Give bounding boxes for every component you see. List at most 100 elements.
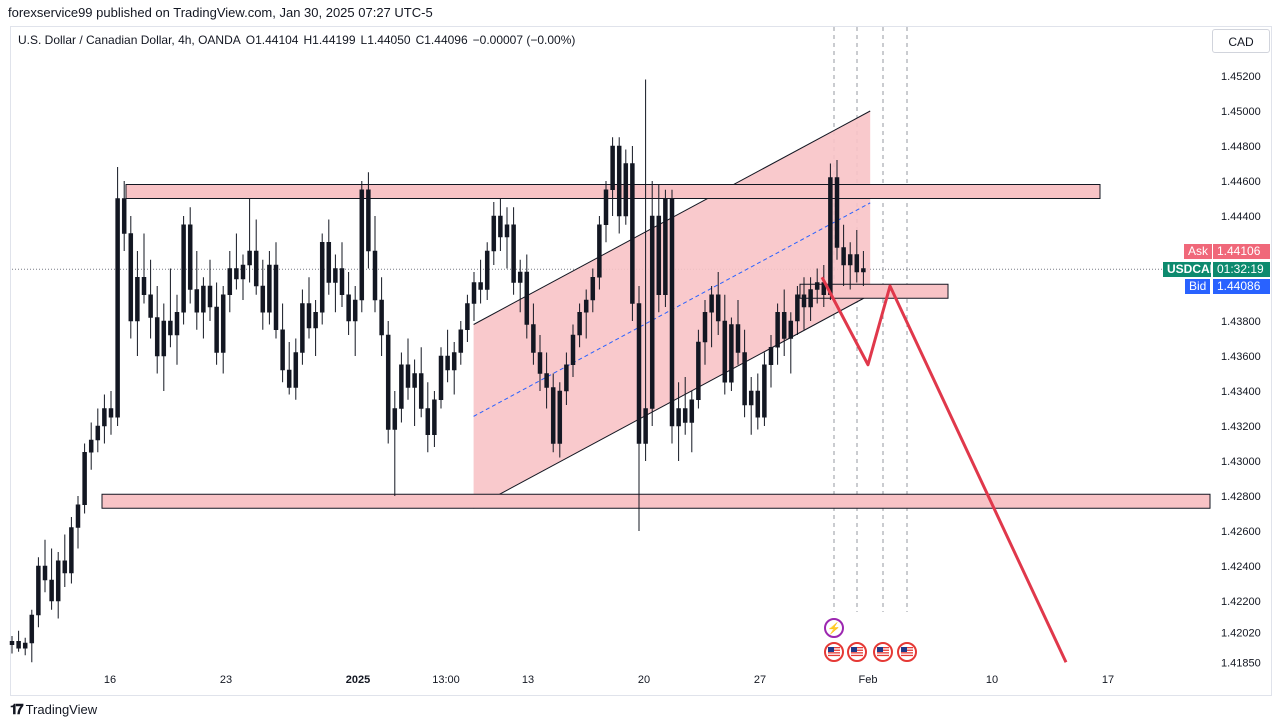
y-axis-tick-label: 1.42200 [1221, 596, 1261, 608]
tradingview-logo[interactable]: 𝟏𝟕 TradingView [10, 701, 97, 718]
bullish-candle [775, 312, 780, 348]
bullish-candle [88, 439, 94, 453]
bullish-candle [293, 352, 299, 388]
bearish-candle [253, 250, 259, 287]
currency-button[interactable]: CAD [1212, 29, 1270, 53]
bearish-candle [425, 408, 431, 435]
bearish-candle [187, 224, 193, 290]
projection-path [820, 276, 1068, 663]
bullish-candle [22, 642, 28, 649]
bearish-candle [742, 352, 747, 406]
bid-label: Bid [1185, 279, 1211, 294]
bullish-candle [788, 320, 794, 339]
y-axis-tick-label: 1.43400 [1221, 386, 1261, 398]
bearish-candle [735, 324, 741, 353]
x-axis-tick-label: 16 [104, 674, 116, 686]
bullish-candle [748, 390, 754, 406]
bearish-candle [194, 289, 200, 313]
ask-label: Ask [1184, 244, 1213, 259]
minor-support-zone [799, 283, 949, 299]
y-axis-tick-label: 1.43200 [1221, 421, 1261, 433]
ohlc-low: L1.44050 [360, 33, 411, 47]
bearish-candle [286, 369, 292, 388]
bearish-candle [854, 254, 860, 273]
bullish-candle [319, 242, 325, 313]
bullish-candle [75, 504, 81, 528]
bearish-candle [418, 373, 424, 409]
bid-price: 1.44086 [1213, 279, 1270, 294]
bullish-candle [458, 329, 464, 353]
bullish-candle [517, 271, 523, 283]
bullish-candle [564, 364, 569, 392]
bullish-candle [412, 373, 417, 388]
bullish-candle [828, 177, 833, 295]
bullish-candle [392, 408, 398, 430]
bearish-candle [306, 303, 312, 329]
y-axis-tick-label: 1.42800 [1221, 491, 1261, 503]
bullish-candle [451, 352, 457, 371]
bullish-candle [432, 399, 437, 435]
bearish-candle [379, 299, 384, 336]
y-axis-tick-label: 1.42600 [1221, 526, 1261, 538]
bullish-candle [814, 282, 820, 290]
y-axis-tick-label: 1.41850 [1221, 657, 1261, 669]
bearish-candle [108, 408, 114, 418]
bullish-candle [491, 215, 497, 252]
bearish-candle [781, 312, 787, 339]
bearish-candle [280, 329, 285, 371]
x-axis-tick-label: 13 [522, 674, 534, 686]
lightning-event-icon[interactable]: ⚡ [824, 618, 844, 638]
bullish-candle [663, 198, 668, 295]
bullish-candle [696, 341, 701, 400]
us-flag-event-icon[interactable] [847, 642, 867, 662]
bearish-candle [669, 198, 675, 427]
bearish-candle [531, 324, 536, 353]
ohlc-change: −0.00007 (−0.00%) [472, 33, 576, 47]
bullish-candle [55, 560, 61, 602]
bearish-candle [234, 268, 239, 280]
bullish-candle [29, 614, 35, 644]
bullish-candle [95, 425, 101, 441]
bearish-candle [544, 373, 549, 388]
us-flag-event-icon[interactable] [824, 642, 844, 662]
y-axis-tick-label: 1.42400 [1221, 561, 1261, 573]
bullish-candle [702, 312, 708, 343]
us-flag-event-icon[interactable] [897, 642, 917, 662]
bearish-candle [630, 163, 635, 304]
symbol-name: U.S. Dollar / Canadian Dollar, 4h, OANDA [18, 33, 241, 47]
bullish-candle [557, 390, 563, 444]
bullish-candle [201, 285, 206, 313]
bullish-candle [135, 277, 140, 322]
y-axis-tick-label: 1.44400 [1221, 211, 1261, 223]
us-flag-event-icon[interactable] [873, 642, 893, 662]
bearish-candle [168, 320, 173, 336]
bullish-candle [313, 312, 318, 329]
tradingview-icon: 𝟏𝟕 [10, 701, 24, 717]
bullish-candle [709, 294, 714, 313]
bearish-candle [801, 294, 807, 308]
ask-price: 1.44106 [1213, 244, 1270, 259]
bearish-candle [326, 242, 332, 283]
bullish-candle [359, 189, 365, 301]
y-axis-tick-label: 1.45000 [1221, 106, 1261, 118]
bearish-candle [121, 198, 127, 234]
bearish-candle [260, 285, 266, 313]
y-axis-tick-label: 1.44600 [1221, 176, 1261, 188]
bearish-candle [346, 294, 351, 322]
bullish-candle [676, 408, 681, 427]
bullish-candle [82, 452, 87, 505]
bullish-candle [597, 224, 602, 278]
bullish-candle [808, 289, 813, 308]
bullish-candle [623, 163, 629, 217]
bullish-candle [847, 254, 853, 266]
bearish-candle [498, 215, 503, 238]
x-axis-tick-label: 23 [220, 674, 232, 686]
bullish-candle [399, 364, 404, 409]
bullish-candle [465, 303, 470, 330]
x-axis-tick-label: 13:00 [432, 674, 460, 686]
bearish-candle [214, 306, 219, 353]
bearish-candle [148, 294, 153, 318]
bullish-candle [795, 294, 800, 322]
y-axis-tick-label: 1.43000 [1221, 456, 1261, 468]
